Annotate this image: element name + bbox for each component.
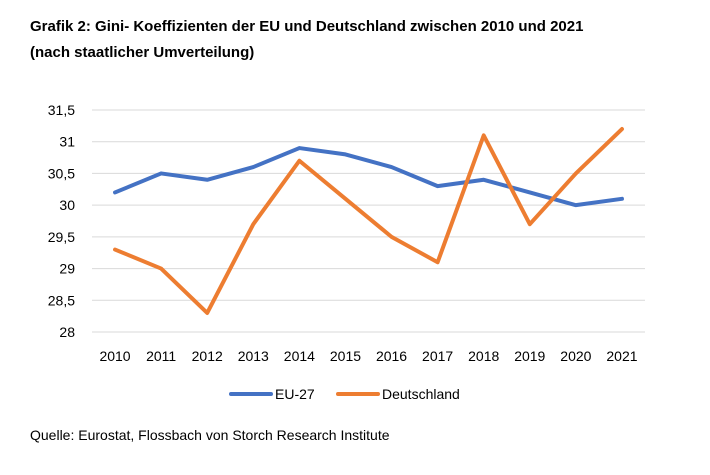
legend-item-deutschland-label: Deutschland	[382, 386, 460, 402]
chart-title-line-1: Grafik 2: Gini- Koeffizienten der EU und…	[30, 18, 584, 35]
x-tick-label: 2012	[192, 348, 223, 364]
y-tick-label: 31,5	[48, 102, 75, 118]
x-tick-label: 2014	[284, 348, 315, 364]
x-tick-label: 2017	[422, 348, 453, 364]
source-note: Quelle: Eurostat, Flossbach von Storch R…	[30, 427, 390, 443]
y-tick-label: 29	[59, 261, 75, 277]
grid-lines	[92, 109, 645, 333]
y-tick-label: 30	[59, 197, 75, 213]
y-tick-label: 30,5	[48, 165, 75, 181]
series-line-deutschland	[113, 127, 624, 315]
x-tick-label: 2019	[514, 348, 545, 364]
y-tick-label: 31	[59, 134, 75, 150]
chart-title: Grafik 2: Gini- Koeffizienten der EU und…	[30, 14, 690, 66]
legend-item-eu-27-label: EU-27	[275, 386, 315, 402]
series-line-eu-27	[113, 146, 624, 208]
y-tick-label: 28	[59, 324, 75, 340]
x-tick-label: 2011	[146, 348, 176, 364]
x-tick-label: 2010	[99, 348, 130, 364]
x-tick-label: 2020	[560, 348, 591, 364]
y-tick-label: 29,5	[48, 229, 75, 245]
x-tick-label: 2016	[376, 348, 407, 364]
x-tick-label: 2018	[468, 348, 499, 364]
y-tick-label: 28,5	[48, 292, 75, 308]
x-tick-label: 2021	[606, 348, 637, 364]
series-group	[113, 127, 624, 315]
x-tick-label: 2015	[330, 348, 361, 364]
x-tick-label: 2013	[238, 348, 269, 364]
chart-title-line-2: (nach staatlicher Umverteilung)	[30, 44, 255, 61]
legend: EU-27 Deutschland	[229, 386, 460, 402]
y-axis: 28 28,5 29 29,5 30 30,5 31 31,5	[48, 102, 75, 340]
x-axis: 2010 2011 2012 2013 2014 2015 2016 2017 2018 2019…	[99, 348, 637, 364]
